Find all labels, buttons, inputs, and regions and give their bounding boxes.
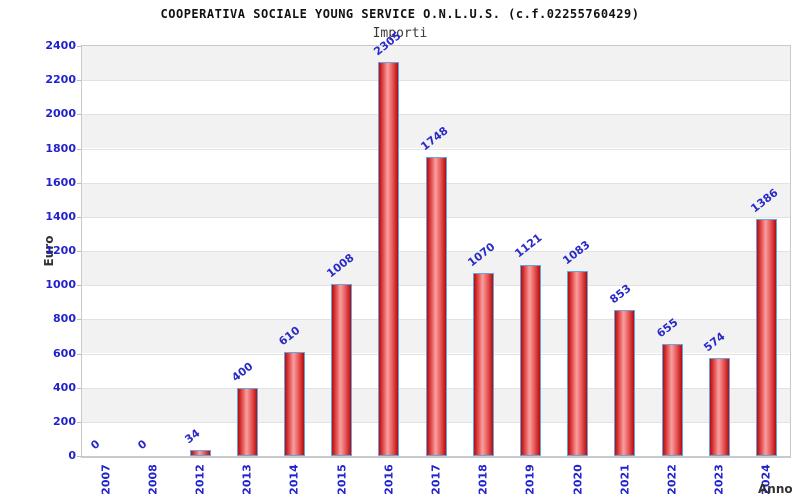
x-tick-label: 2019 [523,464,537,495]
y-tick-label: 600 [53,346,76,360]
x-tick-label: 2017 [429,464,443,495]
chart-title: COOPERATIVA SOCIALE YOUNG SERVICE O.N.L.… [160,7,640,21]
bar [472,273,494,456]
y-tick [77,148,81,150]
chart-subtitle: Importi [372,26,428,41]
x-tick-label: 2008 [146,464,160,495]
bar [331,283,353,456]
grid-band [82,46,790,81]
x-tick-label: 2012 [193,464,207,495]
y-tick [77,353,81,355]
bar [567,271,589,456]
y-tick-label: 1400 [45,209,76,223]
y-tick [77,46,81,47]
bar [283,351,305,456]
y-tick-label: 2200 [45,73,76,87]
y-tick-label: 1200 [45,244,76,257]
y-tick [77,114,81,116]
grid-band [82,114,790,149]
gridline [82,80,790,82]
y-tick [77,285,81,287]
y-tick [77,421,81,423]
bar [614,310,636,456]
gridline [82,148,790,150]
x-tick-label: 2014 [287,464,301,495]
bar [708,357,730,456]
y-tick-label: 200 [53,414,76,428]
y-tick [77,216,81,218]
x-tick-label: 2020 [571,464,585,495]
x-tick-label: 2015 [335,464,349,495]
bar [189,450,211,456]
y-tick-label: 2000 [45,107,76,121]
bar [755,219,777,456]
y-tick-label: 1600 [45,175,76,189]
x-tick-label: 2022 [665,464,679,495]
y-tick [77,387,81,389]
bar [236,387,258,456]
bar [661,344,683,456]
y-tick [77,456,81,457]
y-tick-label: 800 [53,312,76,326]
grid-band [82,80,790,115]
y-tick [77,319,81,321]
y-tick-label: 2400 [45,39,76,52]
x-tick-label: 2021 [618,464,632,495]
x-tick-label: 2023 [712,464,726,495]
x-tick-label: 2018 [476,464,490,495]
bar [425,157,447,456]
x-tick-label: 2013 [240,464,254,495]
plot-area: 0 0 34 400 610 1008 2305 1748 1070 1121 1083 853 655… [81,29,791,458]
x-tick-label: 2016 [382,464,396,495]
y-tick [77,182,81,184]
bar [519,264,541,456]
y-tick [77,80,81,82]
x-tick-label: 2007 [99,464,113,495]
y-tick-label: 1800 [45,141,76,155]
y-tick-label: 1000 [45,278,76,292]
y-tick [77,251,81,252]
y-tick-label: 0 [68,449,76,462]
gridline [82,114,790,116]
bar [378,62,400,456]
y-tick-label: 400 [53,380,76,394]
x-axis-title: Anno [758,482,793,496]
